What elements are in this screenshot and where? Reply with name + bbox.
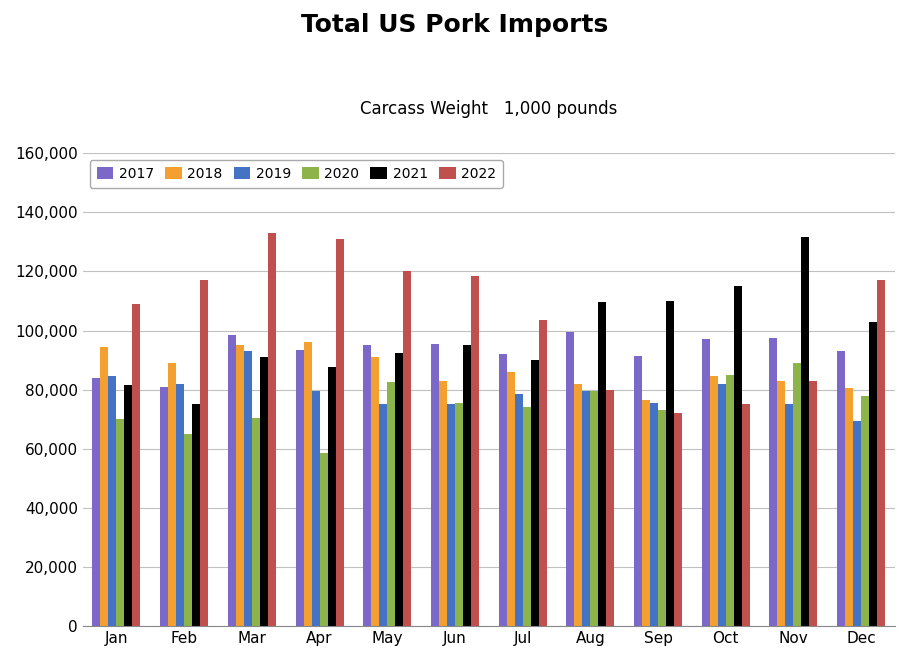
Bar <box>582 391 591 626</box>
Bar <box>591 391 599 626</box>
Bar <box>854 420 861 626</box>
Title: Carcass Weight   1,000 pounds: Carcass Weight 1,000 pounds <box>360 100 618 118</box>
Bar <box>371 357 379 626</box>
Bar <box>228 335 236 626</box>
Bar <box>522 407 531 626</box>
Bar <box>388 382 395 626</box>
Bar <box>666 301 674 626</box>
Bar <box>658 410 666 626</box>
Bar <box>794 363 802 626</box>
Bar <box>192 405 200 626</box>
Bar <box>809 381 817 626</box>
Bar <box>574 384 582 626</box>
Bar <box>296 350 304 626</box>
Bar <box>455 403 463 626</box>
Bar <box>236 345 244 626</box>
Bar <box>252 418 260 626</box>
Bar <box>116 419 125 626</box>
Bar <box>336 239 343 626</box>
Bar <box>403 272 411 626</box>
Bar <box>319 453 328 626</box>
Bar <box>133 304 140 626</box>
Text: Total US Pork Imports: Total US Pork Imports <box>301 13 609 37</box>
Bar <box>650 403 658 626</box>
Bar <box>837 351 845 626</box>
Bar <box>168 363 177 626</box>
Bar <box>100 347 108 626</box>
Bar <box>447 405 455 626</box>
Bar <box>642 400 650 626</box>
Bar <box>531 360 539 626</box>
Bar <box>710 376 718 626</box>
Bar <box>439 381 447 626</box>
Bar <box>93 378 100 626</box>
Bar <box>770 338 777 626</box>
Bar <box>507 372 515 626</box>
Bar <box>877 280 885 626</box>
Bar <box>742 405 750 626</box>
Bar <box>515 394 522 626</box>
Bar <box>802 237 809 626</box>
Bar <box>395 353 403 626</box>
Bar <box>431 344 439 626</box>
Bar <box>108 376 116 626</box>
Bar <box>363 345 371 626</box>
Bar <box>499 354 507 626</box>
Bar <box>718 384 726 626</box>
Bar <box>184 434 192 626</box>
Bar <box>634 356 642 626</box>
Bar <box>861 395 869 626</box>
Bar <box>379 405 388 626</box>
Legend: 2017, 2018, 2019, 2020, 2021, 2022: 2017, 2018, 2019, 2020, 2021, 2022 <box>89 160 503 188</box>
Bar <box>260 357 268 626</box>
Bar <box>674 413 682 626</box>
Bar <box>125 385 133 626</box>
Bar <box>606 389 614 626</box>
Bar <box>304 342 311 626</box>
Bar <box>311 391 319 626</box>
Bar <box>200 280 208 626</box>
Bar <box>160 387 168 626</box>
Bar <box>566 332 574 626</box>
Bar <box>539 320 547 626</box>
Bar <box>733 286 742 626</box>
Bar <box>702 339 710 626</box>
Bar <box>328 368 336 626</box>
Bar <box>463 345 471 626</box>
Bar <box>777 381 785 626</box>
Bar <box>869 322 877 626</box>
Bar <box>177 384 184 626</box>
Bar <box>268 233 276 626</box>
Bar <box>726 375 733 626</box>
Bar <box>785 405 794 626</box>
Bar <box>845 388 854 626</box>
Bar <box>471 276 479 626</box>
Bar <box>599 303 606 626</box>
Bar <box>244 351 252 626</box>
